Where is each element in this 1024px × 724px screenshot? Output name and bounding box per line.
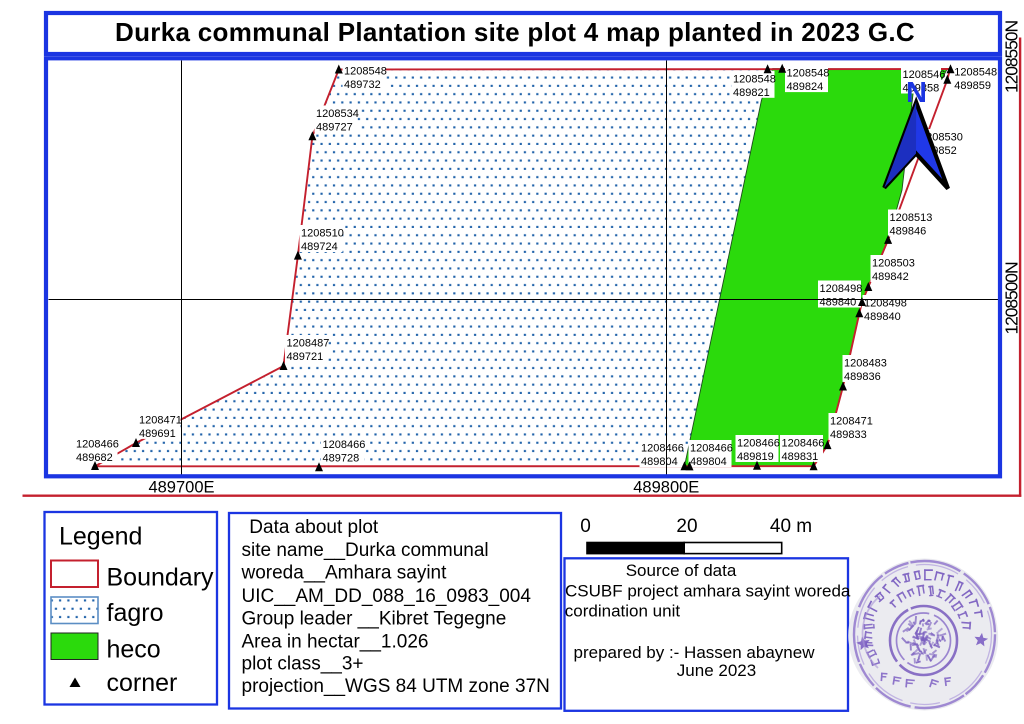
svg-text:1208471: 1208471: [830, 416, 873, 428]
svg-text:Legend: Legend: [59, 523, 142, 551]
svg-text:1208548: 1208548: [787, 68, 830, 80]
svg-text:Group leader __Kibret Tegegne: Group leader __Kibret Tegegne: [242, 609, 507, 630]
svg-text:cordination unit: cordination unit: [565, 602, 681, 621]
svg-text:1208483: 1208483: [844, 358, 887, 370]
svg-text:CSUBF project amhara sayint wo: CSUBF project amhara sayint woreda: [565, 582, 851, 601]
svg-text:489800E: 489800E: [633, 479, 699, 497]
svg-text:1208510: 1208510: [301, 228, 344, 240]
svg-text:Data about plot: Data about plot: [249, 517, 379, 538]
svg-text:projection__WGS 84 UTM zone 37: projection__WGS 84 UTM zone 37N: [242, 676, 550, 697]
svg-text:489840: 489840: [864, 311, 901, 323]
svg-text:1208503: 1208503: [872, 258, 915, 270]
svg-text:489732: 489732: [344, 79, 381, 91]
svg-text:1208500N: 1208500N: [1002, 262, 1022, 334]
svg-text:1208546: 1208546: [903, 69, 946, 81]
svg-text:woreda__Amhara sayint: woreda__Amhara sayint: [241, 563, 448, 584]
svg-text:1208498: 1208498: [820, 283, 863, 295]
svg-text:1208466: 1208466: [76, 439, 119, 451]
svg-text:Boundary: Boundary: [107, 564, 215, 592]
svg-text:20: 20: [676, 516, 697, 537]
svg-text:489804: 489804: [641, 456, 678, 468]
svg-text:489721: 489721: [287, 351, 324, 363]
svg-text:heco: heco: [107, 636, 161, 664]
svg-text:N: N: [906, 77, 927, 109]
svg-text:UIC__AM_DD_088_16_0983_004: UIC__AM_DD_088_16_0983_004: [242, 586, 532, 607]
svg-text:1208548: 1208548: [954, 66, 997, 78]
svg-text:1208534: 1208534: [316, 108, 359, 120]
svg-text:1208471: 1208471: [139, 414, 182, 426]
svg-text:489821: 489821: [733, 87, 770, 99]
svg-text:1208548: 1208548: [344, 66, 387, 78]
svg-text:489724: 489724: [301, 241, 338, 253]
svg-text:plot class__3+: plot class__3+: [242, 654, 364, 675]
svg-text:1208466: 1208466: [737, 438, 780, 450]
svg-text:489859: 489859: [954, 80, 991, 92]
svg-text:489682: 489682: [76, 452, 113, 464]
svg-text:40 m: 40 m: [770, 516, 812, 537]
svg-text:June 2023: June 2023: [677, 661, 756, 680]
svg-text:1208487: 1208487: [287, 338, 330, 350]
svg-text:489819: 489819: [737, 451, 774, 463]
svg-text:1208498: 1208498: [864, 298, 907, 310]
svg-text:489842: 489842: [872, 271, 909, 283]
svg-text:489728: 489728: [323, 452, 360, 464]
svg-text:site name__Durka communal: site name__Durka communal: [242, 540, 489, 561]
svg-text:1208466: 1208466: [690, 443, 733, 455]
svg-text:489836: 489836: [844, 371, 881, 383]
svg-text:0: 0: [580, 516, 591, 537]
svg-text:1208548: 1208548: [733, 73, 776, 85]
svg-text:489691: 489691: [139, 428, 176, 440]
svg-text:Area in hectar__1.026: Area in hectar__1.026: [242, 631, 429, 652]
svg-text:489858: 489858: [903, 83, 940, 95]
svg-text:Durka communal Plantation site: Durka communal Plantation site plot 4 ma…: [115, 17, 915, 47]
svg-text:Source of data: Source of data: [626, 561, 737, 580]
svg-text:fagro: fagro: [107, 599, 164, 627]
svg-text:corner: corner: [107, 669, 178, 697]
svg-text:1208550N: 1208550N: [1002, 21, 1022, 93]
svg-text:489727: 489727: [316, 122, 353, 134]
svg-text:1208513: 1208513: [890, 212, 933, 224]
svg-text:1208466: 1208466: [641, 443, 684, 455]
svg-text:489700E: 489700E: [148, 479, 214, 497]
svg-text:489831: 489831: [782, 451, 819, 463]
svg-text:489804: 489804: [690, 456, 727, 468]
svg-text:489833: 489833: [830, 429, 867, 441]
svg-text:489846: 489846: [890, 226, 927, 238]
svg-text:489840: 489840: [820, 297, 857, 309]
svg-text:1208466: 1208466: [782, 438, 825, 450]
svg-text:489824: 489824: [787, 81, 824, 93]
svg-text:1208466: 1208466: [323, 439, 366, 451]
svg-text:prepared by :- Hassen abaynew: prepared by :- Hassen abaynew: [574, 643, 816, 662]
